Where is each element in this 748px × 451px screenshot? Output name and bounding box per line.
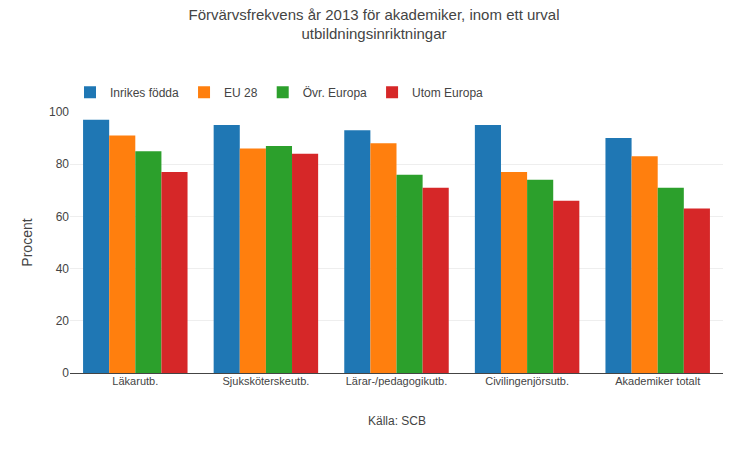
- svg-text:Förvärvsfrekvens år 2013 för a: Förvärvsfrekvens år 2013 för akademiker,…: [189, 6, 560, 43]
- svg-text:EU 28: EU 28: [224, 86, 258, 100]
- svg-text:Källa: SCB: Källa: SCB: [368, 414, 426, 428]
- svg-text:80: 80: [56, 157, 70, 171]
- svg-text:Övr. Europa: Övr. Europa: [303, 86, 367, 100]
- svg-text:Sjuksköterskeutb.: Sjuksköterskeutb.: [222, 375, 309, 387]
- svg-text:40: 40: [56, 262, 70, 276]
- svg-text:Procent: Procent: [19, 218, 35, 266]
- svg-text:Läkarutb.: Läkarutb.: [112, 375, 158, 387]
- svg-text:Akademiker totalt: Akademiker totalt: [615, 375, 700, 387]
- svg-text:60: 60: [56, 210, 70, 224]
- svg-text:Inrikes födda: Inrikes födda: [110, 86, 179, 100]
- svg-text:Civilingenjörsutb.: Civilingenjörsutb.: [485, 375, 569, 387]
- svg-text:Lärar-/pedagogikutb.: Lärar-/pedagogikutb.: [346, 375, 448, 387]
- svg-text:100: 100: [49, 105, 69, 119]
- svg-text:Utom Europa: Utom Europa: [412, 86, 483, 100]
- svg-text:20: 20: [56, 314, 70, 328]
- svg-text:0: 0: [62, 366, 69, 380]
